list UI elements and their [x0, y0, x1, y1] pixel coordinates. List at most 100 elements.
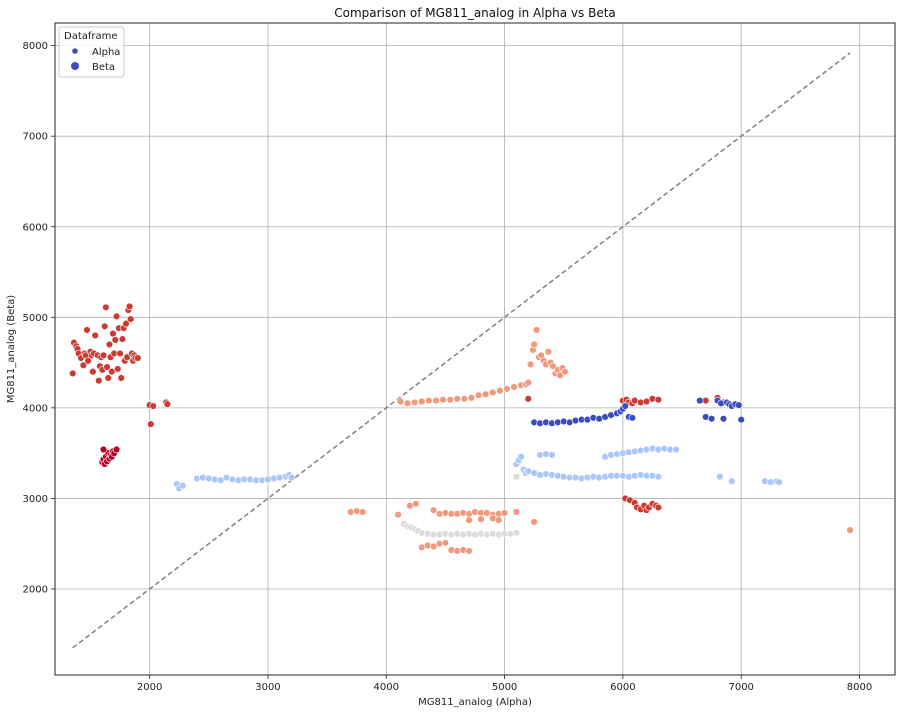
scatter-point — [425, 396, 433, 405]
y-axis-ticks: 2000 3000 4000 5000 6000 7000 8000 — [23, 41, 55, 595]
scatter-point — [111, 336, 120, 344]
scatter-point — [465, 516, 473, 524]
scatter-point — [358, 508, 367, 516]
scatter-point — [83, 326, 91, 334]
scatter-point — [524, 395, 532, 403]
x-tick-label: 4000 — [374, 682, 399, 693]
legend-label-alpha: Alpha — [92, 47, 120, 58]
scatter-point — [99, 445, 108, 454]
scatter-point — [105, 340, 114, 349]
data-points — [69, 302, 854, 555]
plot-frame — [54, 22, 896, 676]
scatter-point — [517, 453, 525, 461]
scatter-point — [104, 374, 112, 382]
scatter-point — [654, 503, 663, 512]
scatter-point — [561, 367, 569, 376]
scatter-point — [410, 398, 419, 407]
scatter-point — [439, 396, 447, 404]
scatter-point — [147, 420, 155, 428]
y-tick-label: 6000 — [23, 222, 48, 233]
y-axis-label: MG811_analog (Beta) — [6, 295, 17, 403]
scatter-point — [287, 473, 296, 482]
scatter-point — [496, 386, 504, 395]
scatter-point — [216, 476, 225, 485]
scatter-point — [846, 526, 854, 534]
scatter-point — [122, 319, 130, 328]
y-tick-label: 4000 — [23, 403, 48, 414]
legend-marker-alpha — [72, 48, 78, 54]
scatter-point — [112, 445, 121, 454]
scatter-point — [532, 326, 541, 334]
scatter-point — [512, 529, 521, 537]
scatter-point — [500, 509, 509, 517]
scatter-point — [477, 515, 485, 523]
scatter-point — [494, 516, 503, 524]
scatter-point — [696, 396, 704, 405]
x-tick-label: 2000 — [137, 682, 162, 693]
scatter-point — [530, 340, 538, 349]
scatter-point — [429, 542, 438, 551]
reference-line — [72, 52, 851, 649]
legend: Dataframe Alpha Beta — [58, 26, 125, 78]
scatter-point — [79, 361, 88, 369]
x-tick-label: 6000 — [610, 682, 635, 693]
scatter-point — [446, 396, 454, 404]
scatter-point — [134, 354, 142, 362]
scatter-point — [108, 367, 116, 376]
x-axis-ticks: 2000 3000 4000 5000 6000 7000 8000 — [137, 675, 872, 693]
scatter-point — [403, 399, 412, 408]
y-tick-label: 7000 — [23, 132, 48, 143]
scatter-point — [654, 396, 663, 404]
chart-title: Comparison of MG811_analog in Alpha vs B… — [334, 6, 616, 20]
scatter-point — [91, 331, 99, 340]
scatter-point — [127, 315, 135, 323]
scatter-point — [512, 508, 521, 516]
scatter-point — [460, 395, 469, 403]
scatter-point — [481, 390, 490, 398]
scatter-point — [510, 383, 518, 391]
scatter-point — [503, 385, 511, 393]
scatter-point — [112, 312, 121, 321]
x-tick-label: 7000 — [728, 682, 753, 693]
scatter-point — [95, 376, 103, 385]
scatter-point — [628, 414, 637, 422]
scatter-point — [737, 415, 745, 424]
scatter-point — [103, 363, 111, 371]
scatter-point — [524, 378, 532, 387]
scatter-point — [544, 348, 553, 356]
scatter-point — [735, 401, 743, 409]
scatter-point — [728, 477, 736, 485]
scatter-point — [775, 478, 783, 486]
scatter-point — [118, 335, 127, 343]
scatter-point — [149, 402, 157, 410]
scatter-point — [465, 547, 473, 555]
scatter-point — [548, 451, 556, 459]
scatter-point — [719, 415, 728, 423]
scatter-point — [163, 400, 172, 408]
scatter-point — [117, 374, 125, 382]
x-axis-label: MG811_analog (Alpha) — [418, 697, 532, 708]
scatter-point — [489, 388, 497, 397]
scatter-point — [453, 395, 461, 403]
legend-title: Dataframe — [64, 31, 118, 42]
scatter-point — [114, 365, 122, 373]
scatter-point — [412, 500, 420, 508]
x-tick-label: 5000 — [492, 682, 517, 693]
scatter-point — [89, 367, 97, 376]
scatter-point — [125, 302, 134, 311]
scatter-point — [474, 391, 483, 399]
scatter-point — [672, 445, 680, 454]
scatter-point — [512, 472, 521, 481]
y-tick-label: 8000 — [23, 41, 48, 52]
scatter-point — [441, 539, 450, 547]
scatter-point — [642, 397, 651, 406]
scatter-point — [707, 415, 716, 423]
legend-label-beta: Beta — [92, 62, 115, 73]
legend-marker-beta — [71, 62, 79, 70]
scatter-point — [467, 394, 476, 402]
scatter-point — [654, 472, 663, 481]
scatter-point — [179, 482, 187, 490]
scatter-point — [69, 369, 77, 378]
y-tick-label: 2000 — [23, 584, 48, 595]
